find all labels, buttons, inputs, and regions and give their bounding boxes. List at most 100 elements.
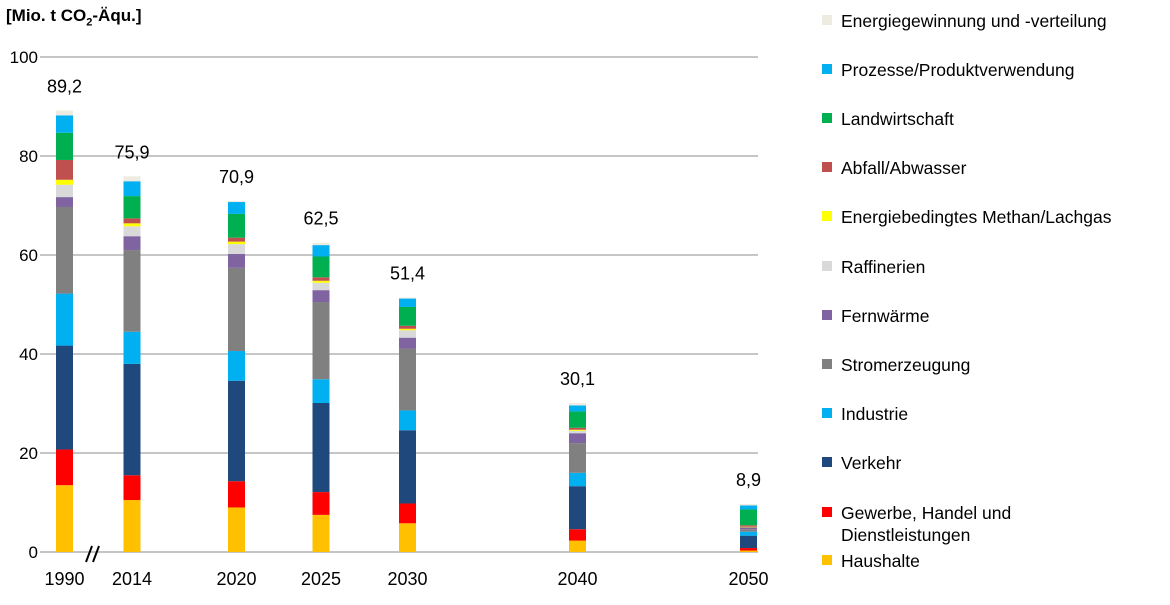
bar-segment [569, 540, 586, 552]
bar-segment [56, 293, 73, 346]
bar-segment [399, 348, 416, 411]
legend-label: Landwirtschaft [841, 109, 954, 129]
legend-label: Haushalte [841, 551, 920, 571]
bar-segment [228, 241, 245, 245]
bar-segment [569, 430, 586, 434]
bar-segment [228, 244, 245, 255]
legend-label: Prozesse/Produktverwendung [841, 60, 1075, 80]
legend-label: Verkehr [841, 453, 902, 473]
bar-segment [312, 280, 330, 283]
y-tick-label: 0 [29, 543, 38, 562]
bar-segment [56, 115, 73, 133]
legend-swatch [822, 162, 832, 172]
bar-segment [123, 363, 141, 476]
y-tick-label: 40 [19, 345, 38, 364]
bar-segment [312, 277, 330, 281]
legend-item: Landwirtschaft [822, 108, 1141, 130]
y-tick-label: 100 [10, 48, 38, 67]
bar-segment [312, 245, 330, 257]
legend-swatch [822, 64, 832, 74]
bar-segment [569, 472, 586, 487]
legend-swatch [822, 555, 832, 565]
legend-swatch [822, 310, 832, 320]
bar-segment [228, 507, 245, 552]
bar-segment [740, 503, 757, 506]
y-tick-label: 20 [19, 444, 38, 463]
bars [56, 110, 757, 552]
labels: 02040608010089,2199075,9201470,9202062,5… [10, 48, 769, 589]
y-axis-unit-subscript: 2 [86, 16, 93, 29]
bar-segment [228, 237, 245, 242]
y-axis-unit-suffix: -Äqu.] [92, 6, 142, 25]
bar-segment [569, 427, 586, 430]
bar-segment [740, 505, 757, 510]
bar-segment [569, 486, 586, 530]
bar-segment [228, 267, 245, 352]
axis-break-icon [85, 545, 100, 563]
legend-label: Gewerbe, Handel und Dienstleistungen [841, 503, 1012, 545]
legend-item: Stromerzeugung [822, 354, 1141, 376]
y-axis-unit-label: [Mio. t CO2-Äqu.] [6, 6, 141, 28]
legend-swatch [822, 457, 832, 467]
legend-swatch [822, 113, 832, 123]
bar-segment [56, 159, 73, 180]
legend-item: Verkehr [822, 452, 1141, 474]
bar-total-label: 70,9 [219, 167, 254, 187]
bar-total-label: 30,1 [560, 369, 595, 389]
x-tick-label: 2040 [557, 569, 597, 589]
bar-segment [123, 475, 141, 501]
legend-swatch [822, 359, 832, 369]
legend-label: Industrie [841, 404, 909, 424]
bar-segment [399, 306, 416, 326]
bar-segment [312, 242, 330, 246]
legend-item: Abfall/Abwasser [822, 157, 1141, 179]
bar-segment [399, 337, 416, 349]
bar-segment [123, 218, 141, 224]
bar-segment [740, 550, 757, 552]
x-tick-label: 1990 [44, 569, 84, 589]
bar-segment [569, 429, 586, 431]
y-tick-label: 60 [19, 246, 38, 265]
bar-segment [228, 202, 245, 214]
bar-segment [569, 433, 586, 444]
bar-total-label: 75,9 [114, 142, 149, 162]
x-tick-label: 2020 [216, 569, 256, 589]
bar-segment [399, 410, 416, 431]
bar-segment [569, 443, 586, 473]
bar-segment [740, 531, 757, 536]
bar-segment [312, 492, 330, 515]
bar-total-label: 89,2 [47, 76, 82, 96]
bar-segment [123, 226, 141, 237]
bar-segment [399, 297, 416, 299]
axis-break-stroke [92, 545, 100, 563]
bar-segment [399, 298, 416, 307]
x-tick-label: 2025 [301, 569, 341, 589]
bar-segment [56, 179, 73, 185]
bar-segment [740, 527, 757, 530]
x-tick-label: 2050 [728, 569, 768, 589]
legend-swatch [822, 15, 832, 25]
bar-segment [740, 525, 757, 527]
x-tick-label: 2014 [112, 569, 152, 589]
legend-item: Haushalte [822, 550, 1141, 572]
bar-segment [56, 206, 73, 294]
bar-segment [399, 430, 416, 504]
bar-segment [56, 449, 73, 486]
legend-label: Abfall/Abwasser [841, 158, 967, 178]
legend-item: Industrie [822, 403, 1141, 425]
bar-segment [228, 201, 245, 203]
bar-total-label: 8,9 [736, 470, 761, 490]
bar-segment [228, 481, 245, 508]
bar-segment [228, 351, 245, 381]
bar-segment [399, 325, 416, 329]
bar-segment [740, 548, 757, 551]
bar-segment [123, 176, 141, 182]
bar-segment [312, 256, 330, 278]
bar-segment [312, 290, 330, 303]
bar-segment [399, 328, 416, 331]
bar-segment [56, 345, 73, 450]
legend-swatch [822, 261, 832, 271]
bar-segment [123, 223, 141, 227]
legend-label: Fernwärme [841, 306, 930, 326]
bar-segment [56, 132, 73, 160]
